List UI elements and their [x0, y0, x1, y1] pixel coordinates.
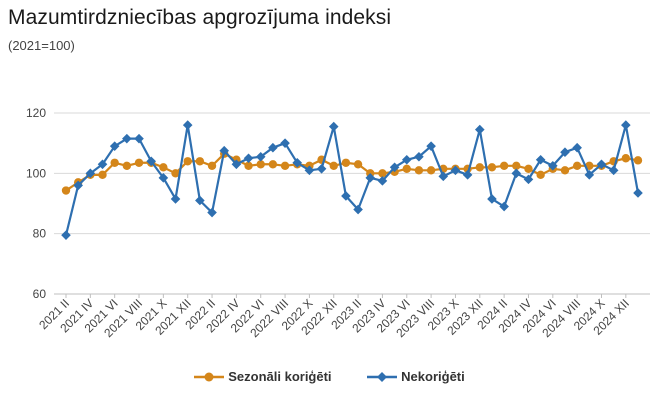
data-point-nekorigeti	[523, 174, 534, 185]
data-point-sezonali	[536, 170, 545, 180]
data-point-nekorigeti	[401, 154, 412, 165]
data-point-nekorigeti	[414, 151, 424, 162]
data-point-nekorigeti	[328, 121, 339, 132]
data-point-sezonali	[268, 160, 278, 169]
data-point-nekorigeti	[280, 138, 290, 148]
data-point-nekorigeti	[207, 207, 217, 218]
data-point-sezonali	[621, 154, 631, 163]
data-point-sezonali	[244, 161, 253, 170]
data-point-nekorigeti	[426, 141, 436, 151]
data-point-sezonali	[280, 161, 290, 170]
data-point-nekorigeti	[438, 171, 449, 182]
data-point-nekorigeti	[243, 153, 254, 164]
data-point-nekorigeti	[499, 201, 509, 212]
data-point-nekorigeti	[596, 159, 607, 170]
data-point-sezonali	[98, 170, 107, 180]
data-point-sezonali	[560, 166, 570, 175]
data-point-nekorigeti	[584, 170, 595, 180]
data-point-nekorigeti	[122, 133, 132, 144]
data-point-sezonali	[402, 164, 411, 174]
data-point-nekorigeti	[109, 141, 120, 151]
data-point-nekorigeti	[170, 194, 181, 204]
data-point-sezonali	[329, 161, 338, 170]
data-point-nekorigeti	[158, 173, 169, 183]
legend-label-sezonali: Sezonāli koriģēti	[228, 369, 332, 384]
data-point-sezonali	[512, 161, 521, 170]
data-point-sezonali	[159, 163, 168, 172]
data-point-sezonali	[122, 161, 132, 170]
legend: Sezonāli koriģēti Nekoriģēti	[0, 369, 659, 386]
data-point-sezonali	[378, 169, 387, 178]
data-point-nekorigeti	[633, 188, 643, 198]
data-point-nekorigeti	[219, 145, 230, 156]
data-point-sezonali	[134, 158, 144, 167]
chart-subtitle: (2021=100)	[8, 38, 75, 53]
data-point-nekorigeti	[292, 157, 303, 168]
data-point-sezonali	[110, 158, 119, 167]
data-point-nekorigeti	[572, 142, 582, 153]
data-point-sezonali	[414, 166, 424, 175]
data-point-sezonali	[183, 157, 192, 166]
data-point-nekorigeti	[268, 142, 278, 153]
chart-title: Mazumtirdzniecības apgrozījuma indeksi	[8, 6, 392, 29]
data-point-nekorigeti	[255, 151, 266, 162]
data-point-sezonali	[633, 156, 643, 165]
data-point-nekorigeti	[316, 164, 327, 174]
data-point-nekorigeti	[353, 204, 363, 215]
data-point-nekorigeti	[341, 191, 351, 201]
data-point-sezonali	[487, 163, 497, 172]
legend-marker-circle-icon	[194, 372, 225, 381]
data-point-nekorigeti	[365, 173, 376, 183]
legend-item-sezonali[interactable]: Sezonāli koriģēti	[194, 369, 332, 384]
data-point-nekorigeti	[560, 147, 570, 158]
legend-marker-diamond-icon	[367, 371, 398, 382]
data-point-sezonali	[426, 166, 436, 175]
legend-item-nekorigeti[interactable]: Nekoriģēti	[367, 369, 465, 384]
data-point-nekorigeti	[511, 168, 522, 179]
data-point-sezonali	[171, 169, 180, 178]
data-point-sezonali	[499, 161, 509, 170]
y-tick-label: 80	[33, 227, 47, 241]
data-point-nekorigeti	[474, 124, 485, 135]
data-point-nekorigeti	[621, 120, 631, 130]
y-tick-label: 120	[26, 106, 46, 120]
data-point-nekorigeti	[377, 176, 388, 186]
data-point-nekorigeti	[389, 162, 400, 173]
data-point-sezonali	[572, 161, 582, 170]
data-point-sezonali	[524, 164, 533, 174]
data-point-nekorigeti	[487, 194, 497, 204]
data-point-nekorigeti	[97, 159, 108, 170]
legend-label-nekorigeti: Nekoriģēti	[401, 369, 465, 384]
data-point-sezonali	[61, 186, 71, 195]
data-point-nekorigeti	[85, 168, 96, 179]
data-point-sezonali	[256, 160, 265, 169]
data-point-nekorigeti	[462, 170, 473, 180]
data-point-sezonali	[195, 157, 205, 166]
data-point-sezonali	[475, 163, 484, 172]
y-tick-label: 100	[26, 166, 46, 180]
data-point-nekorigeti	[73, 180, 83, 191]
data-point-nekorigeti	[450, 165, 461, 176]
data-point-nekorigeti	[134, 133, 144, 144]
data-point-nekorigeti	[548, 160, 558, 171]
y-tick-label: 60	[33, 287, 47, 301]
data-point-sezonali	[207, 161, 217, 170]
data-point-nekorigeti	[182, 120, 193, 130]
data-point-nekorigeti	[146, 156, 156, 167]
data-point-nekorigeti	[195, 195, 205, 206]
data-point-sezonali	[353, 160, 363, 169]
data-point-nekorigeti	[535, 154, 546, 165]
series-line-nekorigeti	[64, 123, 640, 236]
data-point-sezonali	[341, 158, 351, 167]
data-point-nekorigeti	[61, 230, 71, 240]
data-point-nekorigeti	[231, 159, 242, 170]
data-point-nekorigeti	[304, 165, 315, 176]
data-point-nekorigeti	[608, 165, 619, 176]
